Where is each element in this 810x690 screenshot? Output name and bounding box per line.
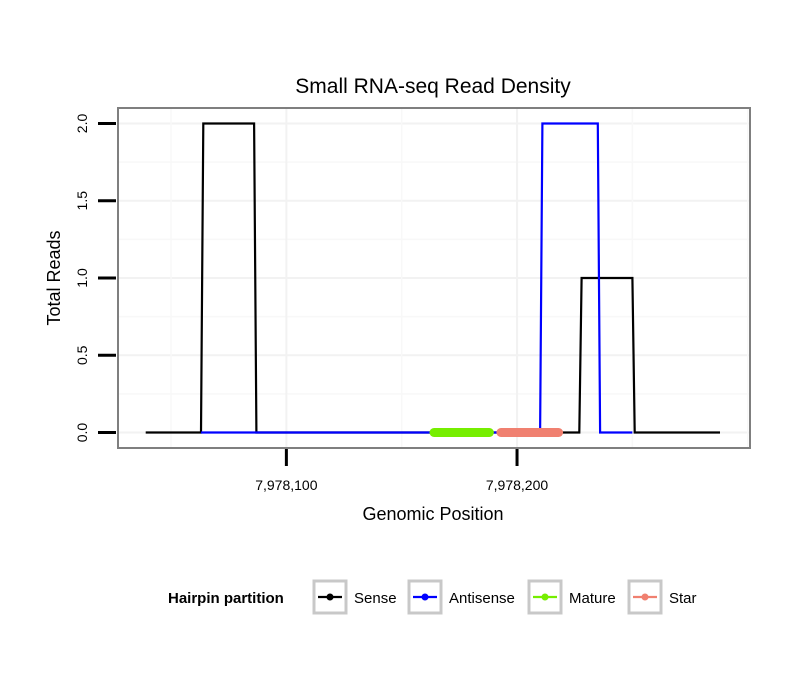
plot-area <box>117 107 751 449</box>
chart-title: Small RNA-seq Read Density <box>295 75 571 98</box>
legend-item-label: Star <box>669 590 697 607</box>
legend-item-sense: Sense <box>312 579 397 615</box>
legend-item-star: Star <box>627 579 697 615</box>
legend-item-mature: Mature <box>527 579 616 615</box>
legend-key-point <box>641 593 649 601</box>
plot-border <box>117 107 751 449</box>
legend-title: Hairpin partition <box>168 590 284 607</box>
x-axis-label: Genomic Position <box>362 504 503 524</box>
legend: Hairpin partition Sense Antisense Mature St… <box>168 579 697 615</box>
legend-item-antisense: Antisense <box>407 579 515 615</box>
legend-item-label: Mature <box>569 590 616 607</box>
x-tick-label: 7,978,200 <box>486 477 548 493</box>
x-axis: 7,978,100 7,978,200 <box>255 449 548 493</box>
legend-key-point <box>421 593 429 601</box>
legend-key-point <box>326 593 334 601</box>
series-lines <box>145 122 720 437</box>
y-axis-label: Total Reads <box>44 230 64 325</box>
y-tick-label: 0.5 <box>74 345 90 365</box>
legend-item-label: Antisense <box>449 590 515 607</box>
legend-key-point <box>541 593 549 601</box>
x-tick-label: 7,978,100 <box>255 477 317 493</box>
y-tick-label: 2.0 <box>74 114 90 134</box>
y-tick-label: 1.0 <box>74 268 90 288</box>
y-axis: 0.0 0.5 1.0 1.5 2.0 <box>74 114 116 443</box>
y-tick-label: 1.5 <box>74 191 90 211</box>
legend-item-label: Sense <box>354 590 397 607</box>
y-tick-label: 0.0 <box>74 423 90 443</box>
